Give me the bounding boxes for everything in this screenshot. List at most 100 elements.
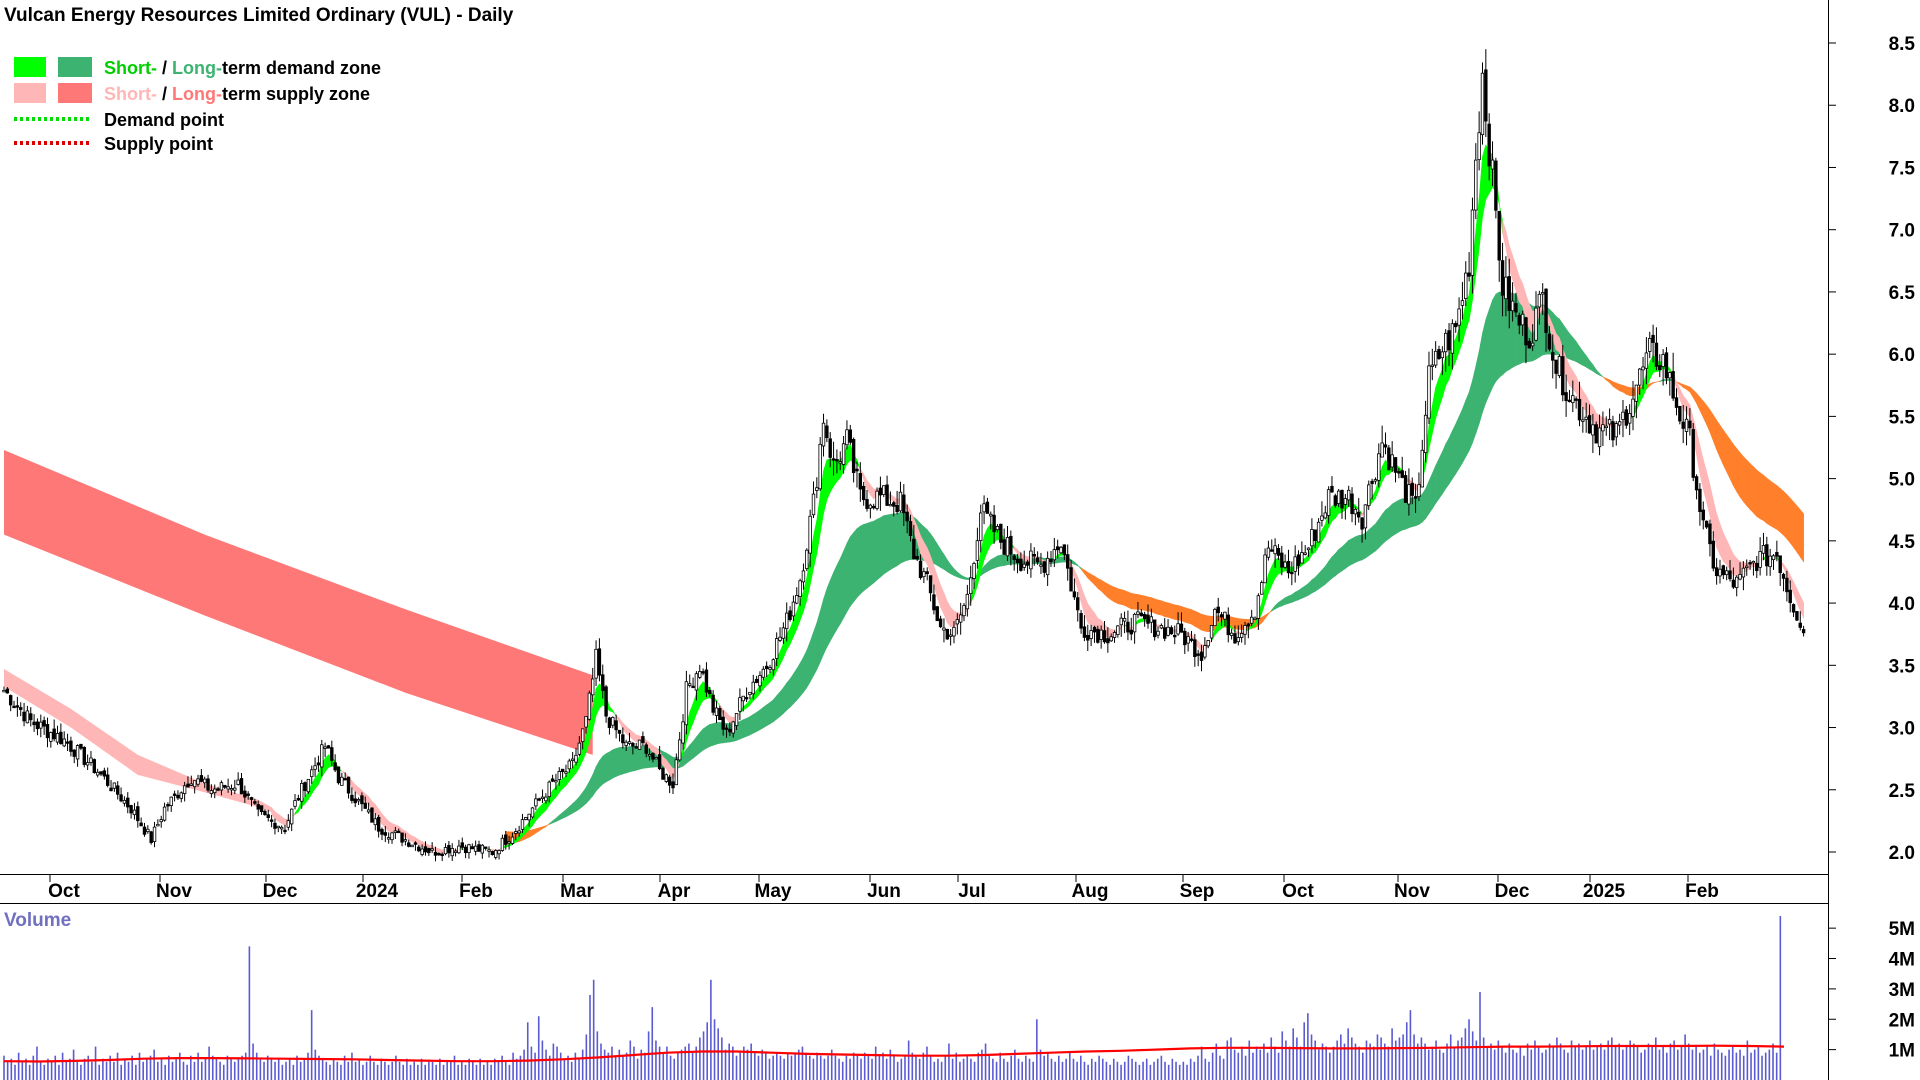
candle-body bbox=[279, 826, 284, 830]
long-term-zone bbox=[689, 740, 694, 762]
long-term-zone bbox=[615, 747, 620, 777]
candle-body bbox=[1504, 276, 1508, 300]
candle-body bbox=[1203, 645, 1207, 658]
long-term-zone bbox=[1074, 561, 1079, 567]
candle-body bbox=[1484, 69, 1488, 122]
candle-body bbox=[1152, 619, 1157, 638]
candle-body bbox=[440, 853, 444, 857]
long-term-zone bbox=[856, 525, 861, 599]
candle-body bbox=[19, 707, 23, 710]
short-term-zone bbox=[946, 601, 951, 628]
long-term-zone bbox=[1181, 605, 1186, 623]
long-term-zone bbox=[943, 553, 948, 573]
candle-body bbox=[269, 819, 274, 822]
long-term-zone bbox=[1689, 386, 1694, 399]
short-term-zone bbox=[385, 817, 389, 832]
long-term-zone bbox=[1411, 497, 1416, 528]
date-tick-label: Jul bbox=[958, 881, 985, 902]
candle-body bbox=[1029, 550, 1033, 570]
long-term-zone bbox=[1231, 616, 1236, 630]
candle-body bbox=[1801, 629, 1806, 634]
candle-body bbox=[289, 808, 294, 825]
long-term-zone bbox=[1612, 381, 1617, 390]
candle-body bbox=[544, 796, 548, 802]
candle-body bbox=[1427, 365, 1431, 419]
candle-body bbox=[791, 601, 796, 617]
candle-body bbox=[330, 747, 334, 761]
candle-body bbox=[557, 771, 561, 780]
long-term-zone bbox=[997, 554, 1002, 568]
long-term-zone bbox=[833, 565, 838, 637]
candle-body bbox=[1022, 563, 1026, 568]
candle-body bbox=[346, 776, 351, 794]
long-term-zone bbox=[1194, 610, 1199, 629]
long-term-zone bbox=[538, 826, 543, 832]
candle-body bbox=[734, 713, 739, 726]
candle-body bbox=[32, 721, 36, 726]
candle-body bbox=[1694, 476, 1699, 491]
short-term-zone bbox=[1565, 357, 1570, 386]
long-term-zone bbox=[1137, 594, 1142, 611]
short-term-zone bbox=[405, 830, 410, 841]
candle-body bbox=[1005, 536, 1010, 557]
candle-body bbox=[567, 760, 572, 770]
candle-body bbox=[711, 694, 715, 713]
candle-body bbox=[1383, 444, 1388, 448]
short-term-zone bbox=[418, 839, 423, 847]
candle-body bbox=[1413, 496, 1418, 499]
candle-body bbox=[570, 758, 575, 761]
candle-body bbox=[591, 678, 595, 696]
long-term-zone bbox=[582, 786, 587, 808]
candle-body bbox=[1062, 544, 1067, 556]
short-term-zone bbox=[1642, 373, 1647, 397]
candle-body bbox=[1410, 482, 1414, 496]
chart-title: Vulcan Energy Resources Limited Ordinary… bbox=[4, 5, 514, 26]
candle-body bbox=[1019, 558, 1023, 571]
candle-body bbox=[283, 829, 287, 833]
candle-body bbox=[607, 717, 612, 728]
long-term-zone bbox=[1388, 503, 1393, 540]
candle-body bbox=[845, 429, 849, 446]
long-term-zone bbox=[746, 716, 751, 737]
candle-body bbox=[865, 499, 869, 509]
candle-body bbox=[1176, 623, 1180, 635]
candle-body bbox=[938, 618, 943, 628]
long-term-zone bbox=[1595, 368, 1600, 376]
short-term-zone bbox=[304, 789, 309, 805]
candle-body bbox=[1246, 623, 1251, 627]
candle-body bbox=[1380, 442, 1384, 458]
legend: Short- / Long-term demand zone Short- / … bbox=[14, 57, 381, 154]
long-term-zone bbox=[632, 746, 637, 772]
long-term-zone bbox=[1161, 600, 1166, 618]
candle-body bbox=[1186, 636, 1190, 644]
candle-body bbox=[912, 538, 916, 560]
candle-body bbox=[918, 560, 923, 579]
long-term-zone bbox=[1391, 501, 1396, 537]
candle-body bbox=[1457, 308, 1461, 326]
candle-body bbox=[202, 778, 207, 784]
long-term-zone bbox=[1776, 484, 1781, 533]
long-term-zone bbox=[1381, 509, 1386, 546]
candle-body bbox=[1775, 552, 1779, 557]
candle-body bbox=[1370, 480, 1374, 485]
candle-body bbox=[932, 594, 936, 611]
candle-body bbox=[453, 850, 458, 853]
candle-body bbox=[1688, 420, 1692, 429]
long-term-zone bbox=[883, 514, 888, 575]
long-term-zone bbox=[763, 704, 767, 729]
long-term-zone bbox=[1796, 505, 1801, 558]
candle-body bbox=[1721, 565, 1726, 576]
candle-body bbox=[1728, 570, 1732, 580]
legend-swatch-long-demand bbox=[58, 57, 92, 77]
candle-body bbox=[1373, 479, 1378, 482]
long-term-zone bbox=[796, 662, 801, 701]
short-term-zone bbox=[1355, 504, 1360, 511]
long-term-zone bbox=[873, 518, 878, 584]
long-term-zone bbox=[1425, 480, 1430, 520]
candle-body bbox=[447, 845, 451, 854]
candle-body bbox=[1577, 398, 1582, 421]
candle-body bbox=[316, 762, 321, 766]
short-term-zone bbox=[388, 820, 393, 833]
short-term-zone bbox=[411, 835, 416, 843]
price-tick-label: 5.0 bbox=[1889, 470, 1915, 491]
